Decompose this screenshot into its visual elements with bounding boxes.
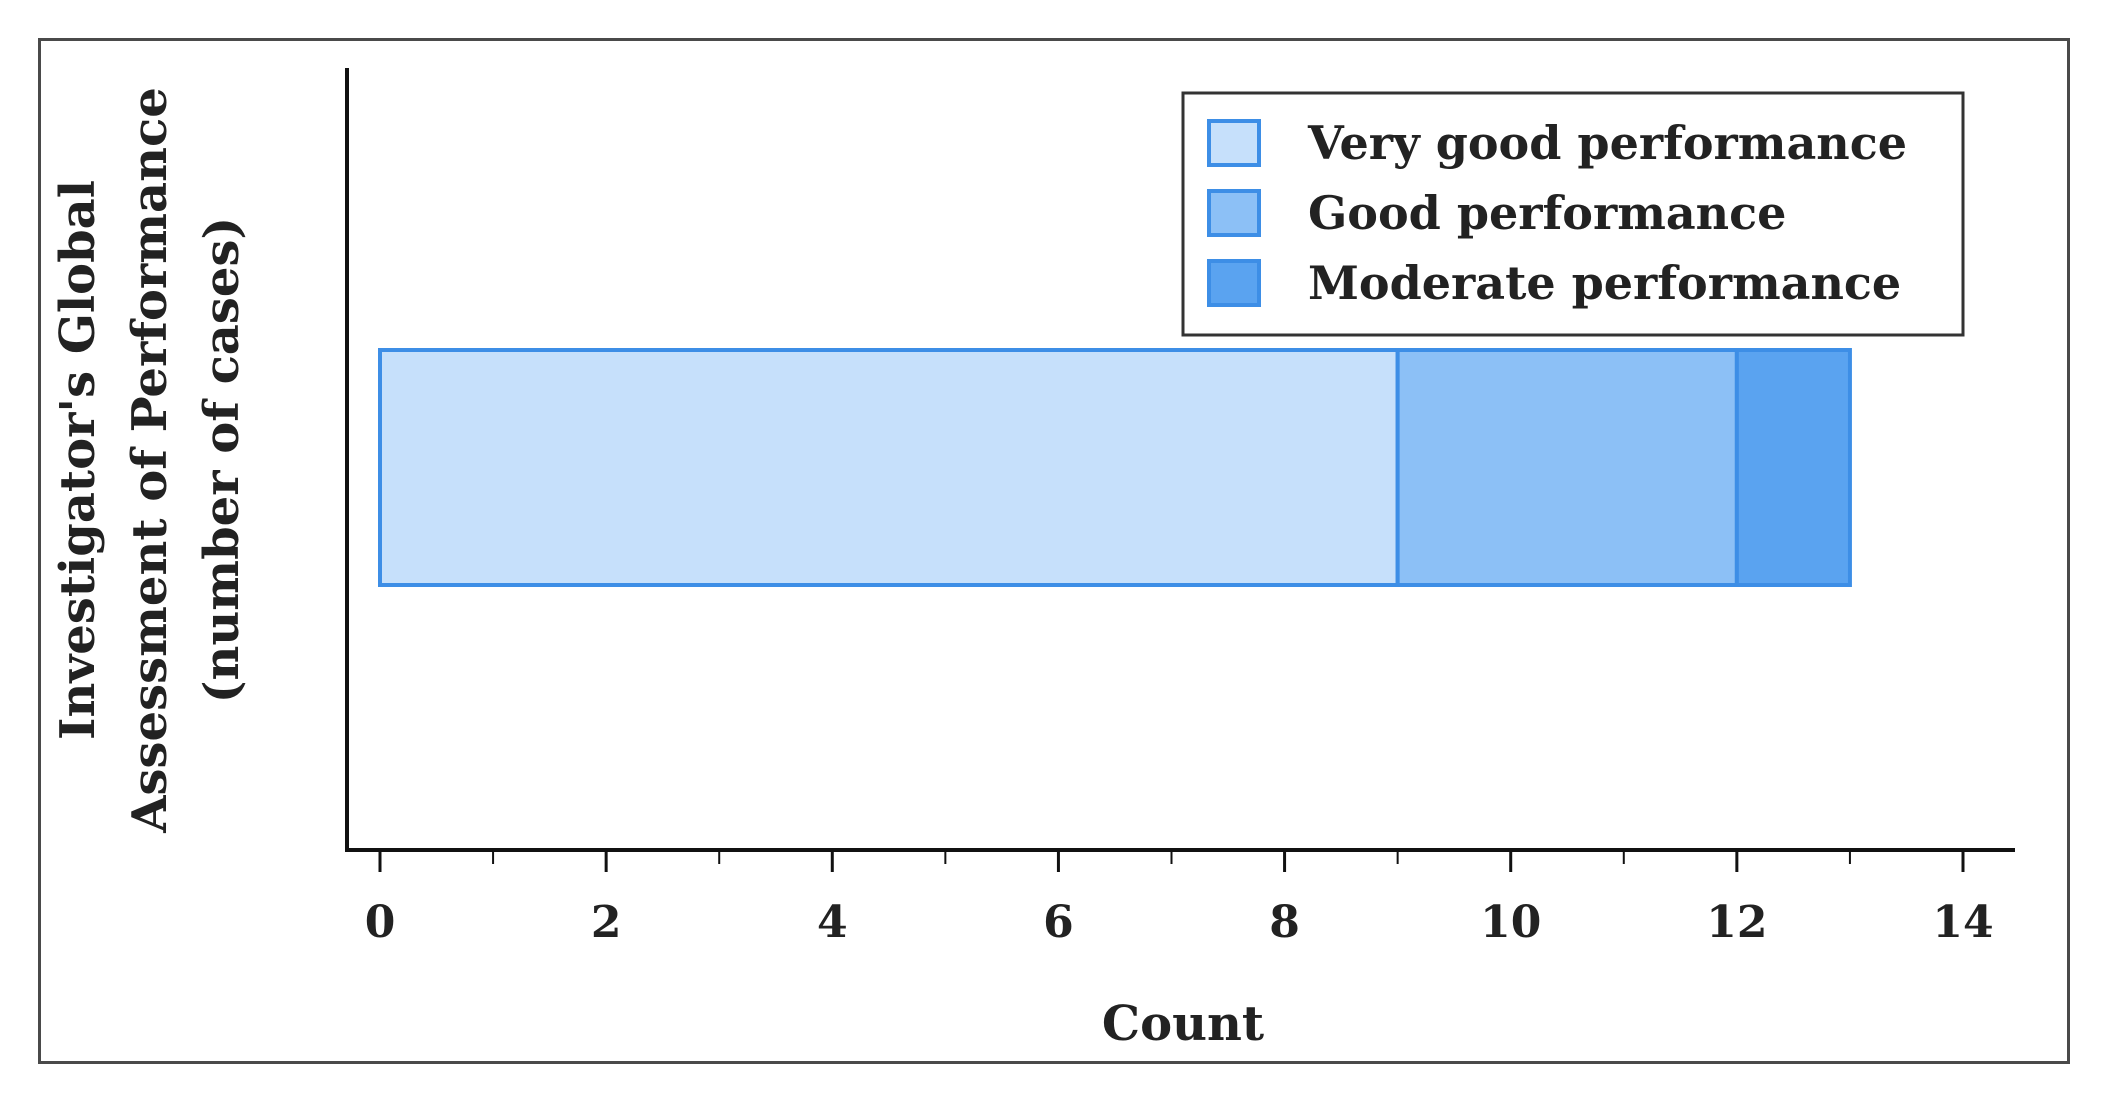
x-tick-label: 8 — [1269, 897, 1300, 948]
legend-label-2: Good performance — [1308, 186, 1786, 240]
axis-labels: Count Investigator's Global Assessment o… — [50, 87, 1264, 1052]
x-axis-title: Count — [1102, 996, 1264, 1052]
x-axis-ticks: 0 2 4 6 8 10 12 14 — [365, 850, 1994, 948]
bars — [378, 348, 1852, 587]
legend-label-1: Very good performance — [1307, 116, 1907, 170]
x-tick-label: 6 — [1043, 897, 1074, 948]
x-tick-label: 4 — [817, 897, 848, 948]
x-tick-label: 0 — [365, 897, 396, 948]
legend-box — [1181, 91, 1965, 337]
x-tick-label: 14 — [1932, 897, 1993, 948]
x-tick-label: 10 — [1480, 897, 1541, 948]
legend-swatch-3 — [1207, 259, 1261, 307]
legend-swatch-1 — [1207, 119, 1261, 167]
x-tick-label: 2 — [591, 897, 622, 948]
legend-label-3: Moderate performance — [1308, 256, 1901, 310]
y-axis-title-line-3: (number of cases) — [194, 217, 250, 703]
bar-segment-2 — [1395, 348, 1739, 587]
y-axis-title-line-2: Assessment of Performance — [122, 87, 178, 834]
legend: Very good performance Good performance Mod… — [1181, 91, 1965, 337]
bar-segment-1 — [378, 348, 1400, 587]
y-axis-title-line-1: Investigator's Global — [50, 180, 106, 740]
legend-swatch-2 — [1207, 189, 1261, 237]
x-tick-label: 12 — [1706, 897, 1767, 948]
bar-segment-3 — [1734, 348, 1852, 587]
